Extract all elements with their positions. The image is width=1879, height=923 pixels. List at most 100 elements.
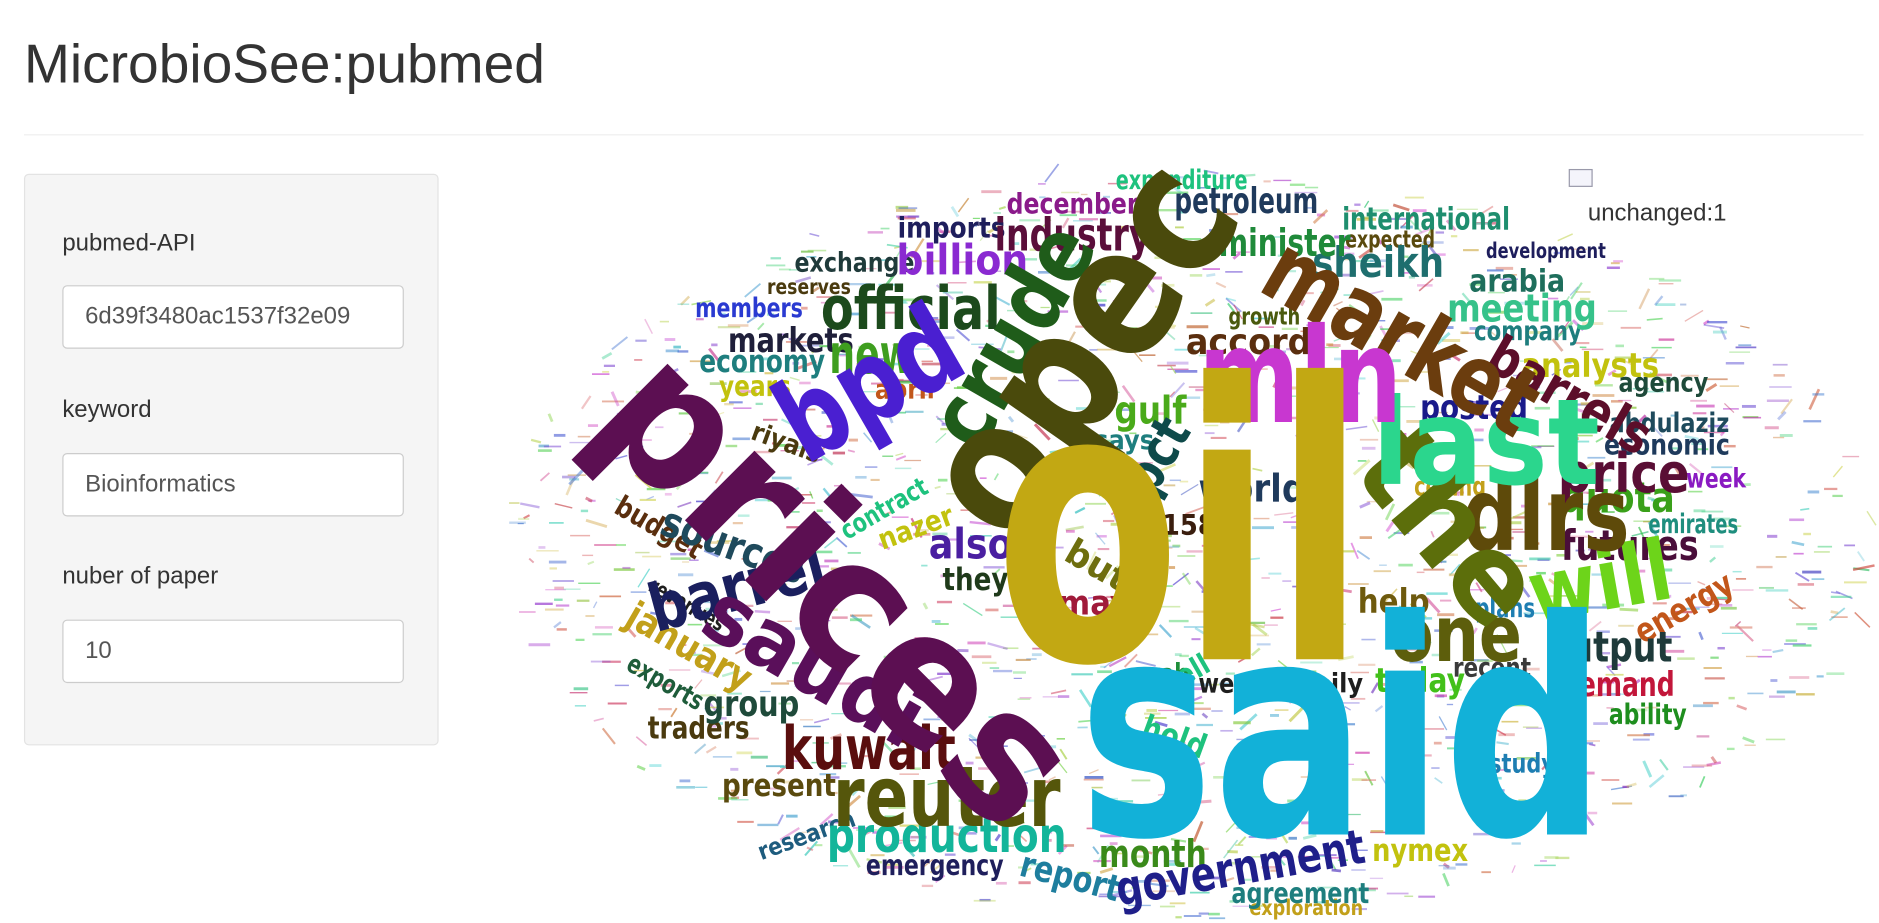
cloud-filler <box>1659 758 1669 771</box>
cloud-filler <box>1137 848 1153 855</box>
cloud-filler <box>754 610 771 614</box>
cloud-filler <box>1638 526 1646 541</box>
cloud-filler <box>1421 229 1432 247</box>
cloud-word: world <box>1198 466 1306 511</box>
cloud-filler <box>636 764 646 771</box>
cloud-filler <box>895 452 904 457</box>
cloud-filler <box>969 520 991 526</box>
cloud-word: emirates <box>1648 510 1738 540</box>
cloud-filler <box>1019 598 1029 605</box>
cloud-filler <box>1099 388 1120 394</box>
cloud-filler <box>1710 755 1718 764</box>
cloud-filler <box>1170 797 1193 802</box>
cloud-filler <box>894 244 905 260</box>
cloud-word: kuwait <box>782 714 956 784</box>
cloud-filler <box>1380 338 1391 354</box>
cloud-filler <box>933 224 947 237</box>
cloud-filler <box>1509 510 1527 521</box>
cloud-filler <box>851 787 861 797</box>
cloud-filler <box>1423 475 1442 486</box>
cloud-filler <box>1054 756 1068 774</box>
cloud-filler <box>1462 734 1469 741</box>
cloud-word: accord <box>1186 322 1312 363</box>
cloud-filler <box>1674 466 1683 479</box>
cloud-filler <box>1461 292 1474 306</box>
cloud-word: analysts <box>1521 346 1659 385</box>
cloud-filler <box>1553 601 1570 615</box>
cloud-word: present <box>722 768 836 804</box>
cloud-filler <box>863 357 884 361</box>
cloud-filler <box>721 669 741 678</box>
cloud-word: says <box>1094 426 1154 456</box>
cloud-word: expected <box>1345 226 1435 254</box>
cloud-filler <box>968 737 985 755</box>
cloud-filler <box>1491 762 1502 771</box>
cloud-filler <box>1331 868 1342 873</box>
cloud-filler <box>1472 627 1478 635</box>
cloud-filler <box>1222 876 1235 883</box>
cloud-filler <box>1788 598 1804 610</box>
cloud-filler <box>523 514 531 520</box>
cloud-filler <box>724 502 743 509</box>
cloud-filler <box>1048 776 1056 781</box>
cloud-word: today <box>1375 661 1465 700</box>
cloud-filler <box>1236 415 1249 433</box>
cloud-word: agreement <box>1231 876 1369 910</box>
cloud-word: ceiling <box>1414 473 1486 503</box>
cloud-filler <box>771 441 779 447</box>
cloud-filler <box>896 348 907 364</box>
cloud-filler <box>1209 463 1229 475</box>
cloud-filler <box>1385 520 1395 533</box>
cloud-filler <box>1445 219 1457 232</box>
cloud-filler <box>1438 716 1448 731</box>
cloud-filler <box>1482 729 1490 735</box>
cloud-filler <box>1520 585 1531 598</box>
cloud-filler <box>1493 700 1504 714</box>
cloud-filler <box>1468 694 1481 713</box>
api-input[interactable] <box>62 285 404 349</box>
cloud-filler <box>677 501 692 508</box>
cloud-filler <box>1328 735 1344 740</box>
cloud-filler <box>1595 437 1604 443</box>
cloud-filler <box>554 502 573 509</box>
cloud-word: development <box>1486 239 1606 264</box>
cloud-word: arabia <box>1469 264 1565 300</box>
cloud-filler <box>1007 431 1028 439</box>
cloud-word: expenditure <box>1116 166 1248 196</box>
cloud-filler <box>934 485 941 490</box>
cloud-filler <box>1024 867 1032 872</box>
cloud-filler <box>694 743 707 755</box>
cloud-filler <box>847 449 855 453</box>
cloud-filler <box>950 206 960 218</box>
cloud-filler <box>904 643 921 650</box>
cloud-filler <box>1609 692 1628 696</box>
cloud-filler <box>1033 219 1052 235</box>
cloud-filler <box>1237 836 1247 846</box>
cloud-filler <box>669 367 679 375</box>
cloud-filler <box>610 391 620 407</box>
cloud-filler <box>1206 273 1216 278</box>
cloud-filler <box>1780 398 1793 415</box>
cloud-word: billion <box>896 236 1028 285</box>
cloud-filler <box>1170 365 1177 375</box>
cloud-filler <box>883 274 895 289</box>
cloud-word: output <box>1547 623 1673 672</box>
cloud-filler <box>1274 512 1294 516</box>
cloud-filler <box>1409 323 1418 337</box>
cloud-filler <box>1288 692 1300 704</box>
cloud-filler <box>627 628 637 638</box>
cloud-filler <box>1552 608 1571 612</box>
cloud-filler <box>1180 483 1199 496</box>
keyword-input[interactable] <box>62 452 404 517</box>
cloud-filler <box>1624 359 1635 367</box>
cloud-filler <box>1717 598 1732 601</box>
cloud-word: production <box>827 809 1067 864</box>
cloud-filler <box>1204 298 1216 307</box>
cloud-filler <box>1567 481 1576 485</box>
cloud-filler <box>1225 297 1242 313</box>
cloud-filler <box>1158 325 1176 341</box>
cloud-filler <box>1272 379 1279 388</box>
paper-count-input[interactable] <box>62 619 404 684</box>
cloud-filler <box>1049 450 1060 454</box>
cloud-filler <box>1442 872 1450 887</box>
